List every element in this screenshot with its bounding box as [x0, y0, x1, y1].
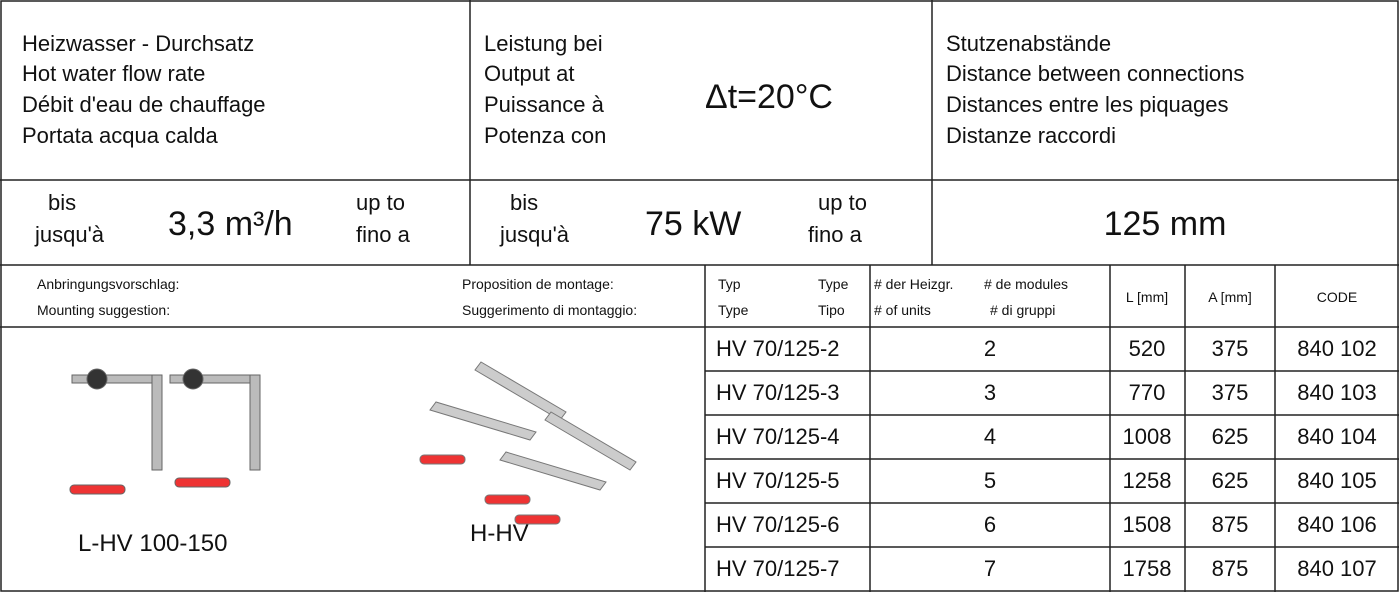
table-cell: HV 70/125-3 — [716, 382, 840, 404]
th: Typ — [718, 277, 741, 291]
text: up to — [818, 192, 867, 214]
table-cell: HV 70/125-5 — [716, 470, 840, 492]
table-cell: 6 — [984, 514, 996, 536]
table-cell: HV 70/125-2 — [716, 338, 840, 360]
text: bis — [48, 192, 76, 214]
text: Débit d'eau de chauffage — [22, 94, 266, 116]
text: Distances entre les piquages — [946, 94, 1229, 116]
text: jusqu'à — [35, 224, 104, 246]
table-cell: 1508 — [1123, 514, 1172, 536]
table-cell: 875 — [1212, 558, 1249, 580]
bracket-image — [70, 369, 260, 494]
text: Proposition de montage: — [462, 277, 614, 291]
text: fino a — [808, 224, 862, 246]
text: Puissance à — [484, 94, 604, 116]
delta-t: Δt=20°C — [705, 80, 833, 114]
th: # of units — [874, 303, 931, 317]
th: # der Heizgr. — [874, 277, 953, 291]
table-cell: 1258 — [1123, 470, 1172, 492]
grid-lines — [0, 0, 1399, 592]
table-cell: 1008 — [1123, 426, 1172, 448]
value: 3,3 m³/h — [168, 207, 293, 241]
text: Distanze raccordi — [946, 125, 1116, 147]
table-cell: 625 — [1212, 470, 1249, 492]
th: L [mm] — [1126, 290, 1168, 304]
table-cell: 7 — [984, 558, 996, 580]
text: Stutzenabstände — [946, 33, 1111, 55]
product-label: L-HV 100-150 — [78, 532, 227, 556]
th: Tipo — [818, 303, 845, 317]
text: Portata acqua calda — [22, 125, 218, 147]
table-cell: HV 70/125-7 — [716, 558, 840, 580]
text: Mounting suggestion: — [37, 303, 170, 317]
text: Distance between connections — [946, 63, 1244, 85]
table-cell: 2 — [984, 338, 996, 360]
text: up to — [356, 192, 405, 214]
text: Output at — [484, 63, 575, 85]
table-cell: 375 — [1212, 338, 1249, 360]
text: Leistung bei — [484, 33, 603, 55]
th: # de modules — [984, 277, 1068, 291]
text: Potenza con — [484, 125, 606, 147]
h-bracket-image — [420, 362, 636, 524]
text: Heizwasser - Durchsatz — [22, 33, 254, 55]
th: A [mm] — [1208, 290, 1252, 304]
table-cell: 770 — [1129, 382, 1166, 404]
th: # di gruppi — [990, 303, 1055, 317]
table-cell: 840 102 — [1297, 338, 1377, 360]
table-cell: 625 — [1212, 426, 1249, 448]
text: jusqu'à — [500, 224, 569, 246]
value: 125 mm — [1104, 207, 1227, 241]
table-cell: 840 104 — [1297, 426, 1377, 448]
table-cell: 520 — [1129, 338, 1166, 360]
table-cell: 840 105 — [1297, 470, 1377, 492]
th: Type — [718, 303, 748, 317]
table-cell: 840 103 — [1297, 382, 1377, 404]
text: bis — [510, 192, 538, 214]
product-label: H-HV — [470, 522, 529, 546]
text: Suggerimento di montaggio: — [462, 303, 637, 317]
table-cell: 1758 — [1123, 558, 1172, 580]
table-cell: HV 70/125-4 — [716, 426, 840, 448]
table-cell: 875 — [1212, 514, 1249, 536]
table-cell: 840 106 — [1297, 514, 1377, 536]
table-cell: 5 — [984, 470, 996, 492]
text: Anbringungsvorschlag: — [37, 277, 179, 291]
table-cell: 840 107 — [1297, 558, 1377, 580]
text: fino a — [356, 224, 410, 246]
table-cell: 375 — [1212, 382, 1249, 404]
text: Hot water flow rate — [22, 63, 205, 85]
page: Heizwasser - Durchsatz Hot water flow ra… — [0, 0, 1399, 592]
th: CODE — [1317, 290, 1357, 304]
th: Type — [818, 277, 848, 291]
table-cell: 4 — [984, 426, 996, 448]
table-cell: 3 — [984, 382, 996, 404]
value: 75 kW — [645, 207, 741, 241]
table-cell: HV 70/125-6 — [716, 514, 840, 536]
